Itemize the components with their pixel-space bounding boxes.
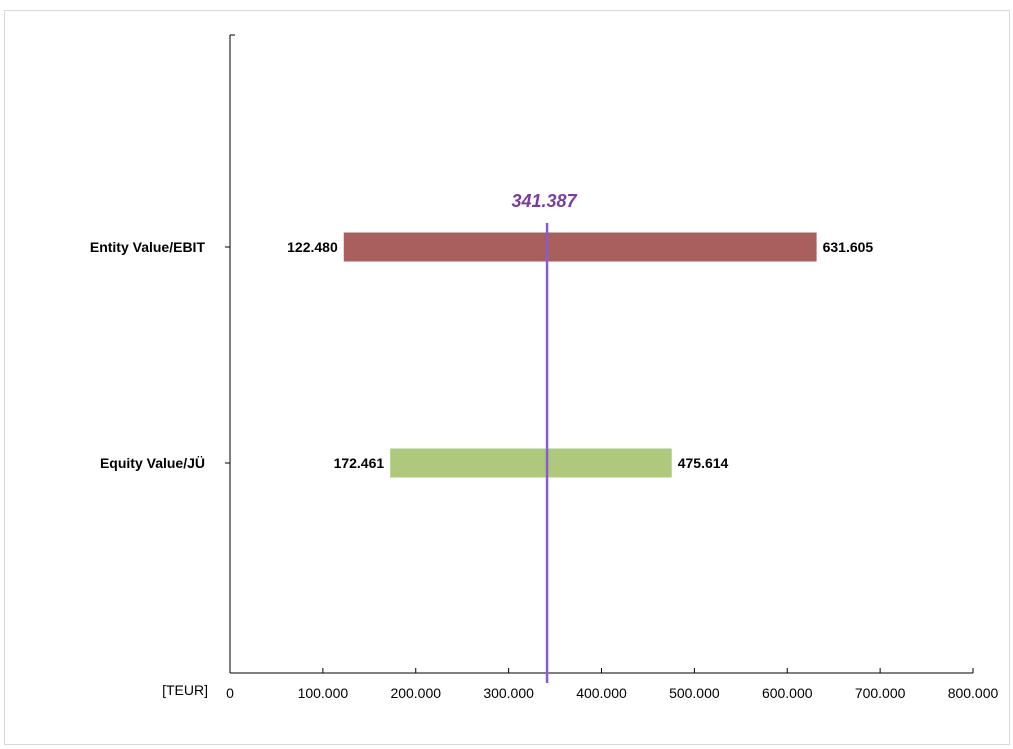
x-tick-label-7: 700.000 — [855, 685, 906, 701]
bars-layer — [343, 232, 817, 478]
axes-layer — [225, 34, 974, 674]
x-tick-label-4: 400.000 — [576, 685, 627, 701]
x-axis-unit-label: [TEUR] — [162, 682, 208, 698]
chart-frame: 122.480 631.605 172.461 475.614 Entity Value… — [4, 10, 1010, 745]
high-value-label-1: 631.605 — [823, 239, 874, 255]
category-label-1: Entity Value/EBIT — [90, 239, 206, 255]
valuation-range-chart: 122.480 631.605 172.461 475.614 Entity Value… — [90, 34, 999, 701]
range-bar-1 — [343, 232, 817, 262]
range-bar-2 — [390, 448, 672, 478]
high-value-label-2: 475.614 — [678, 455, 729, 471]
x-tick-label-6: 600.000 — [762, 685, 813, 701]
reference-value-label: 341.387 — [512, 191, 578, 211]
x-tick-label-3: 300.000 — [483, 685, 534, 701]
low-value-label-1: 122.480 — [287, 239, 338, 255]
x-tick-label-2: 200.000 — [390, 685, 441, 701]
x-tick-label-0: 0 — [226, 685, 234, 701]
category-label-2: Equity Value/JÜ — [100, 455, 205, 471]
x-tick-label-5: 500.000 — [669, 685, 720, 701]
labels-layer: 122.480 631.605 172.461 475.614 Entity Value… — [90, 191, 999, 701]
x-tick-label-1: 100.000 — [298, 685, 349, 701]
x-tick-label-8: 800.000 — [948, 685, 999, 701]
low-value-label-2: 172.461 — [334, 455, 385, 471]
